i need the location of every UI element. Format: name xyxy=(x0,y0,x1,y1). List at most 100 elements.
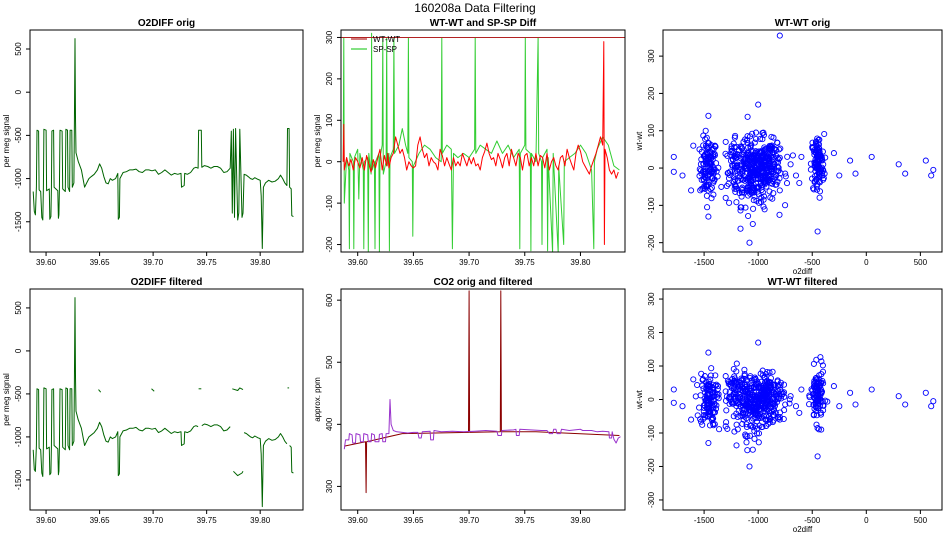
scatter-point xyxy=(746,432,753,439)
scatter-point xyxy=(739,189,746,196)
y-tick-label: -300 xyxy=(647,491,656,508)
scatter-point xyxy=(738,204,745,211)
data-layer xyxy=(32,38,294,249)
scatter-point xyxy=(811,380,818,387)
scatter-point xyxy=(760,386,767,393)
scatter-point xyxy=(764,368,771,376)
scatter-point xyxy=(737,143,744,150)
scatter-point xyxy=(744,383,751,390)
scatter-point xyxy=(765,416,772,424)
x-tick-label: 39.65 xyxy=(403,258,424,267)
series-o2diff-filtered-line xyxy=(201,423,231,432)
x-tick-label: -1000 xyxy=(748,516,769,525)
scatter-point xyxy=(755,430,763,437)
scatter-point xyxy=(745,212,752,220)
y-tick-label: -100 xyxy=(647,197,656,214)
scatter-point xyxy=(868,386,875,393)
scatter-point xyxy=(749,220,756,228)
scatter-point xyxy=(787,393,794,400)
scatter-point xyxy=(852,401,859,408)
scatter-point xyxy=(700,415,707,423)
series-sp-sp-line xyxy=(342,32,620,252)
scatter-point xyxy=(759,409,766,416)
y-tick-label: 300 xyxy=(647,292,656,306)
scatter-point xyxy=(746,239,753,246)
panel-p6: WT-WT filtered-1500 -1000 -500 0 500-300-200… xyxy=(635,277,943,534)
scatter-point xyxy=(830,150,837,157)
scatter-point xyxy=(760,131,768,139)
scatter-point xyxy=(760,196,767,203)
scatter-point xyxy=(752,129,760,136)
scatter-point xyxy=(789,152,796,159)
panel-title: WT-WT orig xyxy=(775,18,831,29)
scatter-point xyxy=(824,398,831,405)
scatter-point xyxy=(738,193,745,200)
scatter-point xyxy=(698,185,705,192)
scatter-point xyxy=(703,394,710,401)
scatter-point xyxy=(813,142,820,149)
scatter-point xyxy=(700,142,707,149)
scatter-point xyxy=(723,407,730,414)
scatter-point xyxy=(809,387,816,394)
x-tick-label: 39.60 xyxy=(348,516,369,525)
scatter-point xyxy=(730,140,737,147)
y-axis-label: per meg signal xyxy=(2,115,11,168)
scatter-point xyxy=(727,172,734,179)
scatter-point xyxy=(750,197,757,204)
scatter-point xyxy=(770,134,777,141)
scatter-point xyxy=(702,156,709,163)
scatter-point xyxy=(817,409,824,416)
scatter-point xyxy=(816,194,823,201)
scatter-point xyxy=(747,395,754,402)
scatter-point xyxy=(708,405,715,412)
scatter-point xyxy=(784,153,791,160)
scatter-point xyxy=(752,381,759,388)
scatter-point xyxy=(755,199,763,206)
scatter-point xyxy=(757,370,764,377)
scatter-point xyxy=(735,147,742,154)
scatter-point xyxy=(743,421,750,428)
scatter-point xyxy=(820,175,827,182)
scatter-point xyxy=(707,382,714,390)
scatter-point xyxy=(732,132,739,139)
scatter-point xyxy=(776,154,783,161)
scatter-point xyxy=(815,161,822,168)
scatter-point xyxy=(711,177,718,184)
series-wt-wt-vs-o2diff-filtered xyxy=(670,339,937,470)
x-tick-label: 500 xyxy=(914,516,928,525)
scatter-point xyxy=(708,365,715,372)
scatter-point xyxy=(798,153,805,160)
scatter-point xyxy=(736,391,743,398)
scatter-point xyxy=(697,161,704,168)
scatter-point xyxy=(732,188,739,195)
scatter-point xyxy=(749,424,757,431)
x-tick-label: 39.80 xyxy=(250,258,271,267)
scatter-point xyxy=(807,166,814,173)
scatter-point xyxy=(701,389,708,396)
scatter-point xyxy=(763,400,770,407)
scatter-point xyxy=(819,166,826,173)
y-tick-label: 500 xyxy=(14,301,23,315)
scatter-point xyxy=(751,169,758,176)
scatter-point xyxy=(743,439,750,446)
series-o2diff-filtered-line xyxy=(32,297,199,477)
scatter-point xyxy=(774,383,781,390)
scatter-point xyxy=(816,188,824,195)
y-tick-label: 0 xyxy=(14,348,23,353)
scatter-point xyxy=(757,166,764,173)
scatter-point xyxy=(780,415,787,423)
x-tick-label: 39.75 xyxy=(515,516,536,525)
scatter-point xyxy=(776,187,783,194)
scatter-point xyxy=(928,172,935,179)
scatter-point xyxy=(701,170,708,177)
scatter-point xyxy=(814,157,821,164)
scatter-point xyxy=(770,407,777,414)
scatter-point xyxy=(814,181,821,188)
series-o2diff-filtered-line xyxy=(232,387,244,391)
scatter-point xyxy=(760,413,767,420)
x-tick-label: 39.80 xyxy=(250,516,271,525)
scatter-point xyxy=(698,148,705,155)
scatter-point xyxy=(697,416,704,423)
scatter-point xyxy=(730,400,737,407)
scatter-point xyxy=(758,147,765,154)
